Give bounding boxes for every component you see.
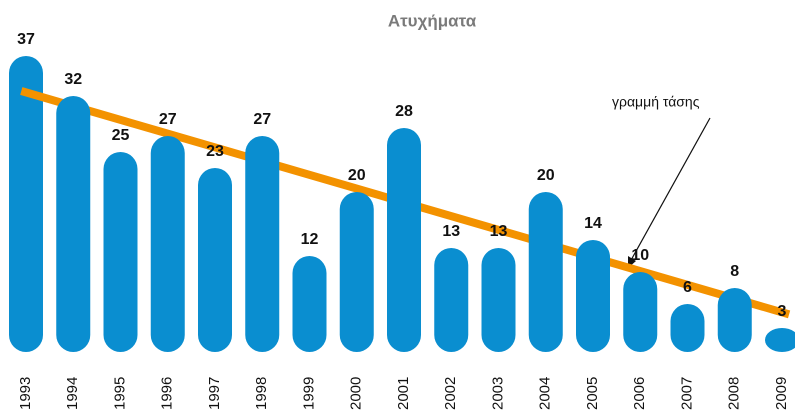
- value-label: 3: [778, 303, 787, 320]
- value-label: 8: [730, 263, 739, 280]
- x-tick-label: 1999: [300, 377, 317, 410]
- bar: [56, 96, 91, 352]
- value-label: 12: [301, 231, 319, 248]
- bar: [670, 304, 705, 352]
- x-tick-label: 1997: [206, 377, 223, 410]
- x-tick-label: 1994: [64, 377, 81, 410]
- bar: [387, 128, 421, 352]
- annotation: γραμμή τάσης: [612, 94, 700, 110]
- value-label: 37: [17, 31, 35, 48]
- x-tick-label: 2008: [726, 377, 743, 410]
- x-tick-label: 1998: [253, 377, 270, 410]
- bar: [9, 56, 43, 352]
- x-tick-label: 2000: [348, 377, 365, 410]
- x-tick-label: 2002: [442, 377, 459, 410]
- x-tick-label: 1996: [159, 377, 176, 410]
- x-tick-label: 2006: [631, 377, 648, 410]
- bar: [717, 288, 752, 352]
- value-label: 23: [206, 143, 224, 160]
- bar: [528, 192, 563, 352]
- bar: [765, 328, 795, 352]
- value-label: 13: [490, 223, 508, 240]
- value-label: 27: [159, 111, 177, 128]
- bar: [103, 152, 138, 352]
- value-label: 20: [537, 167, 555, 184]
- x-tick-label: 2009: [773, 377, 790, 410]
- annotation-arrow: [629, 117, 711, 263]
- x-tick-label: 2007: [678, 377, 695, 410]
- x-tick-label: 2001: [395, 377, 412, 410]
- value-label: 6: [683, 279, 692, 296]
- value-label: 20: [348, 167, 366, 184]
- x-tick-label: 1995: [111, 377, 128, 410]
- value-label: 13: [442, 223, 460, 240]
- bar: [245, 136, 280, 352]
- value-label: 27: [253, 111, 271, 128]
- value-label: 14: [584, 215, 602, 232]
- x-tick-label: 2004: [537, 377, 554, 410]
- bar: [623, 272, 658, 352]
- bar: [576, 240, 610, 352]
- bar: [434, 248, 469, 352]
- value-label: 10: [631, 247, 649, 264]
- value-label: 25: [112, 127, 130, 144]
- chart-title: Ατυχήματα: [388, 11, 477, 30]
- value-label: 28: [395, 103, 413, 120]
- bar: [198, 168, 232, 352]
- x-tick-label: 1993: [17, 377, 34, 410]
- bar: [339, 192, 374, 352]
- bar: [292, 256, 327, 352]
- x-tick-label: 2003: [489, 377, 506, 410]
- bar: [481, 248, 516, 352]
- bar: [150, 136, 185, 352]
- x-tick-label: 2005: [584, 377, 601, 410]
- value-label: 32: [64, 71, 82, 88]
